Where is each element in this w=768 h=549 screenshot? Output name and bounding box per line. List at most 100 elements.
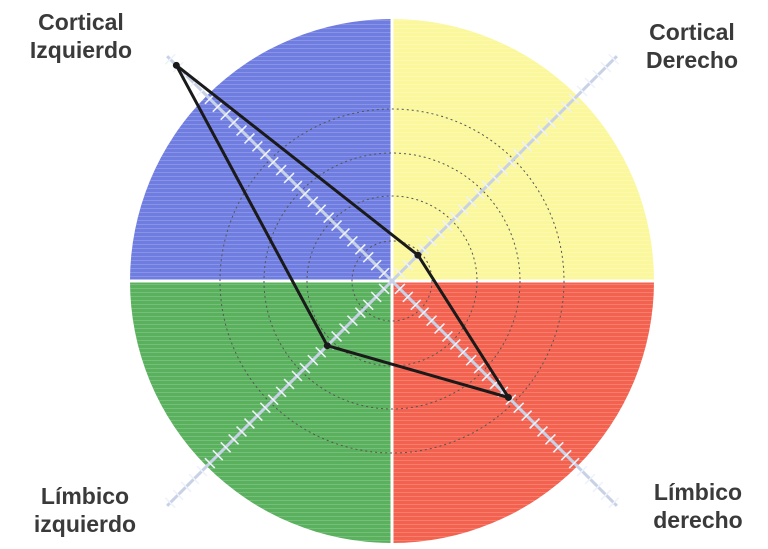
- axis-tick: [370, 259, 382, 271]
- label-line-2: Derecho: [645, 47, 739, 73]
- axis-tick: [465, 196, 477, 208]
- axis-tick: [259, 148, 271, 160]
- axis-tick: [212, 101, 224, 113]
- axis-tick: [331, 220, 343, 232]
- axis-tick: [536, 425, 548, 437]
- axis-tick: [228, 433, 240, 445]
- axis-tick: [497, 164, 509, 176]
- label-limbico-derecho: Límbico derecho: [636, 478, 760, 534]
- axis-tick: [236, 125, 248, 137]
- axis-tick: [608, 53, 620, 65]
- axis-tick: [267, 394, 279, 406]
- axis-tick: [354, 307, 366, 319]
- axis-tick: [370, 291, 382, 303]
- axis-tick: [331, 330, 343, 342]
- axis-tick: [172, 489, 184, 501]
- axis-tick: [291, 370, 303, 382]
- ring-1: [351, 240, 433, 322]
- ring-2: [306, 195, 478, 367]
- axis-tick: [505, 156, 517, 168]
- axis-tick: [180, 481, 192, 493]
- axis-tick: [449, 338, 461, 350]
- axis-tick: [188, 77, 200, 89]
- axis-tick: [315, 346, 327, 358]
- axis-tick: [521, 140, 533, 152]
- axis-tick: [394, 267, 406, 279]
- axis-tick: [346, 235, 358, 247]
- axis-tick: [426, 315, 438, 327]
- axis-tick: [251, 140, 263, 152]
- axis-tick: [489, 172, 501, 184]
- axis-tick: [608, 497, 620, 509]
- axis-tick: [473, 188, 485, 200]
- axis-tick: [441, 330, 453, 342]
- axis-tick: [410, 299, 422, 311]
- label-line-1: Cortical: [649, 19, 735, 45]
- axis-tick: [568, 457, 580, 469]
- axis-tick: [600, 489, 612, 501]
- axis-tick: [544, 117, 556, 129]
- axis-tick: [164, 497, 176, 509]
- axis-tick: [473, 362, 485, 374]
- axis-tick: [434, 323, 446, 335]
- axis-tick: [434, 227, 446, 239]
- axis-tick: [441, 220, 453, 232]
- axis-tick: [243, 418, 255, 430]
- axis-tick: [259, 402, 271, 414]
- axis-tick: [426, 235, 438, 247]
- label-line-1: Cortical: [38, 9, 124, 35]
- label-line-1: Límbico: [40, 483, 130, 509]
- axis-tick: [536, 125, 548, 137]
- axis-tick: [449, 212, 461, 224]
- axis-tick: [418, 243, 430, 255]
- axis-tick: [291, 180, 303, 192]
- label-line-1: Límbico: [653, 479, 743, 505]
- label-cortical-izquierdo: Cortical Izquierdo: [6, 8, 156, 64]
- axis-tick: [481, 180, 493, 192]
- axis-tick: [529, 132, 541, 144]
- axis-tick: [552, 109, 564, 121]
- axis-tick: [228, 117, 240, 129]
- axis-tick: [584, 77, 596, 89]
- axis-tick: [204, 457, 216, 469]
- axis-tick: [188, 473, 200, 485]
- axis-tick: [220, 441, 232, 453]
- axis-tick: [481, 370, 493, 382]
- axis-tick: [560, 449, 572, 461]
- axis-tick: [236, 425, 248, 437]
- axis-tick: [552, 441, 564, 453]
- axis-tick: [402, 259, 414, 271]
- axis-tick: [362, 251, 374, 263]
- axis-tick: [457, 204, 469, 216]
- axis-tick: [346, 315, 358, 327]
- axis-tick: [600, 61, 612, 73]
- axis-tick: [164, 53, 176, 65]
- axis-tick: [299, 362, 311, 374]
- axis-tick: [378, 283, 390, 295]
- axis-tick: [418, 307, 430, 319]
- axis-tick: [196, 465, 208, 477]
- ring-4: [219, 108, 565, 454]
- diagonal-axes: [164, 53, 620, 509]
- axis-tick: [521, 410, 533, 422]
- axis-tick: [275, 386, 287, 398]
- axis-tick: [338, 323, 350, 335]
- concentric-rings: [219, 108, 565, 454]
- label-limbico-izquierdo: Límbico izquierdo: [20, 482, 150, 538]
- axis-tick: [212, 449, 224, 461]
- label-line-2: derecho: [653, 507, 743, 533]
- axis-tick: [576, 465, 588, 477]
- profile-polygon: [174, 63, 510, 399]
- ring-3: [263, 152, 521, 410]
- axis-tick: [283, 378, 295, 390]
- axis-tick: [275, 164, 287, 176]
- axis-tick: [576, 85, 588, 97]
- axis-tick: [323, 212, 335, 224]
- axis-tick: [338, 227, 350, 239]
- axis-tick: [220, 109, 232, 121]
- axis-tick: [307, 196, 319, 208]
- label-cortical-derecho: Cortical Derecho: [628, 18, 756, 74]
- axis-tick: [584, 473, 596, 485]
- axis-tick: [568, 93, 580, 105]
